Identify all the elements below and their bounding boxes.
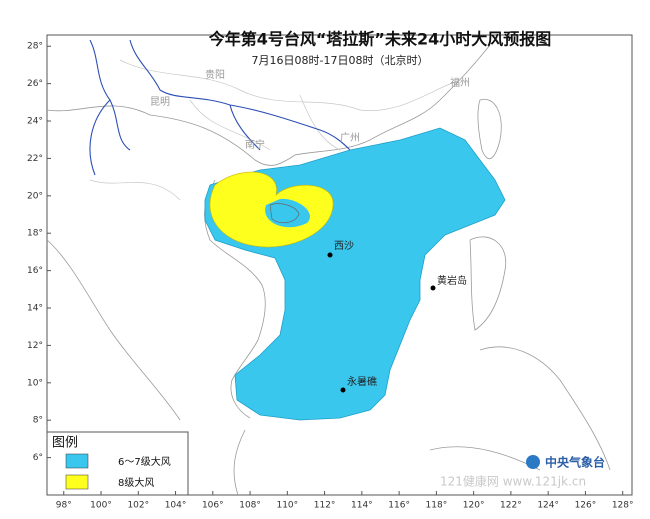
legend: 图例 6～7级大风 8级大风	[46, 431, 189, 496]
place-label: 南宁	[245, 138, 265, 151]
y-tick-label: 24°	[27, 117, 43, 127]
y-tick-label: 6°	[33, 453, 43, 463]
legend-title: 图例	[52, 436, 78, 451]
place-label: 福州	[450, 76, 470, 89]
place-label: 广州	[340, 132, 360, 144]
y-tick-label: 22°	[27, 154, 43, 164]
y-tick-label: 12°	[27, 341, 43, 351]
map-title: 今年第4号台风“塔拉斯”未来24小时大风预报图	[208, 30, 551, 49]
y-tick-label: 20°	[27, 191, 43, 201]
x-tick-label: 110°	[276, 501, 298, 511]
logo-icon	[526, 455, 540, 469]
place-dot	[340, 387, 346, 393]
legend-label: 8级大风	[118, 476, 154, 489]
y-tick-label: 16°	[27, 266, 43, 276]
x-tick-label: 112°	[314, 501, 336, 511]
y-tick-label: 28°	[27, 42, 43, 52]
x-tick-label: 114°	[351, 501, 373, 511]
gale-area-hole	[265, 198, 310, 228]
x-tick-label: 108°	[239, 501, 261, 511]
y-tick-label: 10°	[27, 378, 43, 388]
x-tick-label: 98°	[56, 501, 72, 511]
legend-label: 6～7级大风	[118, 455, 171, 468]
x-tick-label: 126°	[575, 501, 597, 511]
y-tick-label: 14°	[27, 304, 43, 314]
y-tick-label: 8°	[33, 416, 43, 426]
place-dot	[327, 252, 333, 258]
x-tick-label: 120°	[463, 501, 485, 511]
place-label: 昆明	[150, 96, 170, 108]
x-tick-label: 100°	[90, 501, 112, 511]
hainan	[269, 203, 300, 224]
x-tick-label: 102°	[127, 501, 149, 511]
legend-swatch	[65, 453, 89, 469]
x-tick-label: 104°	[165, 501, 187, 511]
place-dot	[430, 285, 436, 291]
logo-text: 中央气象台	[545, 455, 605, 470]
axis-ticks: 98° 100° 102° 104° 106° 108° 110° 112° 114° 116° 1…	[27, 42, 633, 511]
watermark: 121健康网 www.121jk.cn	[440, 474, 586, 489]
legend-swatch	[65, 474, 89, 490]
place-label: 永暑礁	[347, 375, 377, 388]
x-tick-label: 116°	[388, 501, 410, 511]
map-subtitle: 7月16日08时-17日08时（北京时）	[252, 53, 429, 67]
y-tick-label: 18°	[27, 229, 43, 239]
place-label: 西沙	[334, 240, 354, 252]
x-tick-label: 118°	[426, 501, 448, 511]
x-tick-label: 106°	[202, 501, 224, 511]
river	[89, 39, 351, 176]
x-tick-label: 124°	[537, 501, 559, 511]
x-tick-label: 122°	[500, 501, 522, 511]
place-label: 贵阳	[205, 68, 225, 81]
province-border	[89, 59, 461, 201]
place-label: 黄岩岛	[437, 274, 467, 287]
y-tick-label: 26°	[27, 79, 43, 89]
x-tick-label: 128°	[612, 501, 634, 511]
